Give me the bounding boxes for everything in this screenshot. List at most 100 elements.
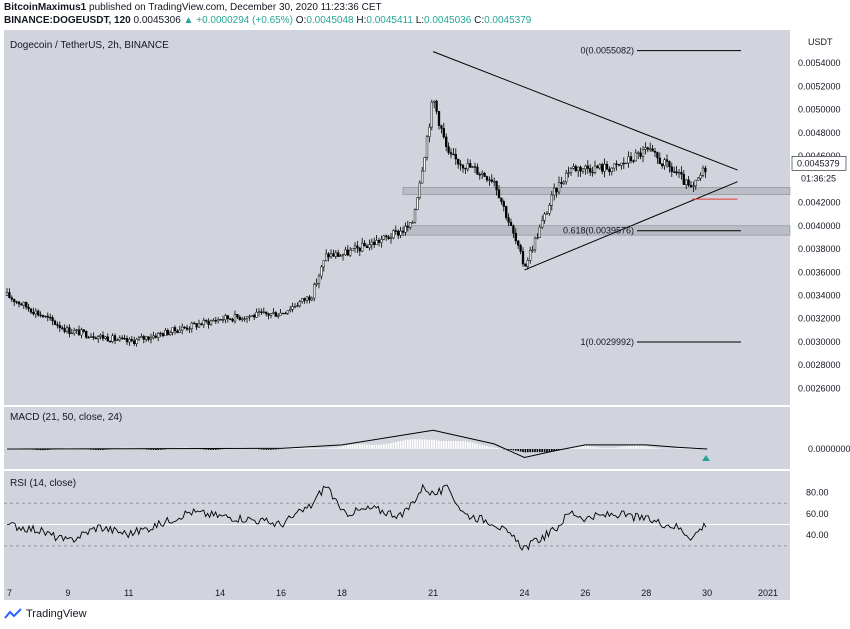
triangle-lower-trendline[interactable]: [524, 181, 738, 271]
tradingview-logo-icon[interactable]: [4, 608, 22, 620]
candle-body: [322, 260, 325, 268]
candle-body: [572, 166, 575, 169]
macd-histogram-bar: [147, 449, 150, 450]
candle-body: [147, 336, 150, 340]
candle-body: [257, 311, 261, 313]
macd-histogram-bar: [570, 447, 572, 449]
macd-histogram-bar: [8, 447, 11, 449]
candle-body: [430, 101, 433, 128]
macd-histogram-bar: [498, 448, 500, 449]
macd-histogram-bar: [267, 449, 270, 450]
macd-histogram-bar: [330, 448, 332, 449]
countdown-label: 01:36:25: [801, 173, 836, 183]
candle-body: [104, 336, 107, 339]
macd-histogram-bar: [678, 448, 680, 449]
macd-histogram-bar: [272, 449, 275, 450]
candle-body: [157, 332, 160, 338]
price-axis[interactable]: [790, 30, 846, 600]
macd-histogram-bar: [107, 449, 109, 450]
candle-body: [34, 310, 37, 315]
candle-body: [627, 156, 630, 164]
macd-histogram-bar: [603, 447, 606, 449]
macd-histogram-bar: [42, 449, 44, 451]
macd-histogram-bar: [263, 449, 265, 450]
candle-body: [567, 172, 570, 174]
candle-body: [260, 311, 263, 313]
candle-body: [596, 165, 599, 169]
macd-label: MACD (21, 50, close, 24): [10, 412, 122, 423]
candle-body: [166, 330, 169, 335]
macd-histogram-bar: [675, 448, 678, 449]
macd-histogram-bar: [332, 447, 335, 449]
macd-histogram-bar: [339, 446, 342, 449]
macd-histogram-bar: [327, 448, 330, 449]
macd-histogram-bar: [488, 446, 491, 449]
macd-histogram-bar: [423, 439, 426, 449]
candle-body: [416, 197, 419, 210]
candle-body: [694, 179, 697, 187]
candle-body: [452, 153, 455, 156]
macd-histogram-bar: [414, 439, 416, 449]
candle-body: [56, 324, 59, 326]
candle-body: [185, 327, 189, 330]
symbol-info: BINANCE:DOGEUSDT, 120 0.0045306 ▲ +0.000…: [4, 15, 531, 26]
candle-body: [620, 162, 623, 166]
candle-body: [140, 336, 143, 339]
author-name[interactable]: BitcoinMaximus1: [4, 2, 87, 13]
candle-body: [339, 255, 342, 257]
candle-body: [243, 318, 246, 320]
candle-body: [608, 168, 611, 173]
candle-body: [677, 171, 681, 174]
candle-body: [593, 165, 597, 173]
triangle-upper-trendline[interactable]: [432, 51, 738, 171]
candle-body: [320, 266, 323, 277]
candle-body: [413, 209, 417, 223]
macd-histogram-bar: [385, 443, 387, 449]
candle-body: [82, 329, 85, 332]
candle-body: [632, 160, 635, 162]
macd-histogram-bar: [404, 440, 407, 449]
macd-histogram-bar: [311, 447, 313, 449]
candle-body: [289, 309, 292, 311]
macd-histogram-bar: [587, 446, 589, 449]
candle-body: [22, 302, 25, 306]
low-label: L:: [415, 15, 425, 26]
macd-histogram-bar: [210, 449, 212, 450]
candle-body: [329, 253, 333, 258]
macd-histogram-bar: [656, 448, 659, 449]
macd-histogram-bar: [380, 444, 383, 449]
macd-histogram-bar: [359, 444, 361, 449]
macd-histogram-bar: [476, 443, 479, 449]
macd-histogram-bar: [159, 449, 162, 450]
support-zone[interactable]: [402, 187, 791, 195]
candle-body: [217, 319, 220, 322]
x-tick-label: 2021: [758, 588, 778, 598]
rsi-tick-label: 40.00: [806, 530, 829, 540]
candle-body: [507, 217, 510, 223]
candle-body: [310, 297, 313, 301]
macd-histogram-bar: [356, 444, 359, 449]
chart-canvas[interactable]: 0(0.0055082) 0.618(0.0039576) 1(0.0029992)…: [0, 0, 850, 600]
candle-body: [622, 162, 625, 165]
rsi-tick-label: 80.00: [806, 488, 829, 498]
candle-body: [92, 336, 95, 339]
candle-body: [353, 245, 357, 249]
candle-body: [133, 340, 136, 344]
candle-body: [8, 292, 11, 298]
candle-body: [545, 213, 549, 215]
chart-title: Dogecoin / TetherUS, 2h, BINANCE: [10, 40, 169, 51]
candle-body: [365, 245, 369, 249]
macd-histogram-bar: [368, 444, 371, 449]
candle-body: [313, 284, 316, 299]
candle-body: [401, 230, 405, 233]
candle-body: [665, 159, 669, 162]
candle-body: [418, 182, 421, 198]
candle-body: [663, 159, 666, 167]
macd-histogram-bar: [582, 445, 584, 449]
candle-body: [130, 339, 133, 341]
macd-histogram-bar: [459, 441, 462, 449]
candle-body: [101, 334, 105, 339]
tradingview-brand[interactable]: TradingView: [26, 608, 87, 620]
candle-body: [526, 260, 529, 267]
candle-body: [337, 252, 340, 257]
